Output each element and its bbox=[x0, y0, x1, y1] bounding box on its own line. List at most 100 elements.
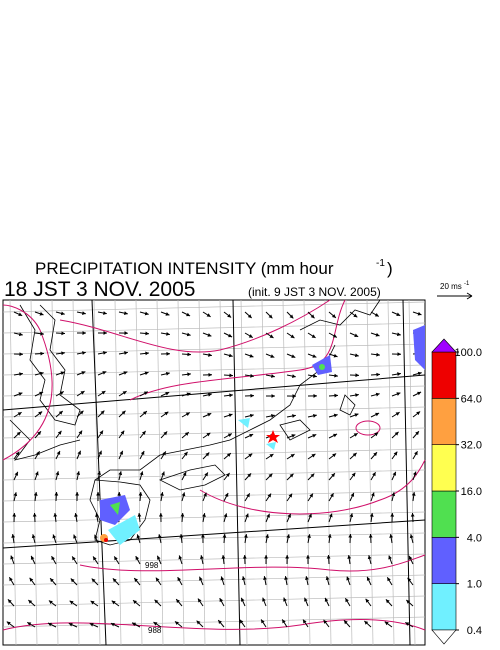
init-time: (init. 9 JST 3 NOV. 2005) bbox=[248, 285, 381, 299]
wind-arrow-head bbox=[268, 473, 273, 478]
wind-arrow-head bbox=[178, 555, 183, 560]
wind-arrow-head bbox=[390, 513, 395, 517]
wind-arrow-head bbox=[144, 311, 149, 316]
wind-arrow-head bbox=[222, 534, 227, 538]
title-end: ) bbox=[387, 259, 393, 278]
wind-arrow-head bbox=[416, 411, 421, 416]
wind-arrow-head bbox=[372, 472, 376, 477]
wind-arrow-head bbox=[373, 452, 377, 457]
wind-arrow-head bbox=[158, 513, 163, 517]
wind-arrow-head bbox=[186, 392, 191, 397]
wind-arrow-head bbox=[18, 332, 23, 337]
wind-arrow-head bbox=[375, 392, 380, 397]
wind-arrow-head bbox=[102, 351, 107, 355]
wind-arrow-head bbox=[353, 433, 358, 437]
wind-arrow-head bbox=[323, 619, 328, 624]
wind-arrow-head bbox=[206, 313, 211, 317]
wind-arrow-head bbox=[289, 314, 294, 319]
wind-arrow-head bbox=[368, 534, 373, 538]
wind-arrow-head bbox=[331, 314, 336, 318]
wind-arrow-head bbox=[250, 393, 254, 398]
wind-arrow-head bbox=[352, 452, 357, 457]
wind-arrow-head bbox=[203, 492, 207, 497]
grid-line bbox=[2, 574, 426, 586]
grid-line bbox=[2, 427, 426, 439]
wind-arrow-head bbox=[102, 371, 107, 375]
wind-arrow-head bbox=[93, 556, 97, 561]
wind-arrow-head bbox=[304, 597, 308, 602]
wind-arrow-head bbox=[371, 492, 375, 497]
wind-arrow-head bbox=[39, 311, 44, 316]
wind-arrow-head bbox=[166, 331, 170, 336]
wind-arrow-head bbox=[54, 492, 59, 496]
wind-arrow-head bbox=[333, 413, 338, 418]
wind-arrow-head bbox=[290, 334, 295, 339]
wind-arrow-head bbox=[227, 433, 232, 437]
isobar bbox=[2, 299, 426, 631]
grid-line bbox=[2, 301, 426, 313]
wind-arrow-head bbox=[114, 556, 118, 561]
wind-arrow-head bbox=[6, 621, 11, 626]
wind-arrow-head bbox=[310, 473, 315, 478]
grid-line bbox=[2, 385, 426, 397]
wind-arrow-head bbox=[263, 576, 267, 580]
wind-arrow-head bbox=[37, 431, 41, 436]
wind-arrow-head bbox=[239, 619, 244, 624]
wind-arrow-head bbox=[375, 332, 380, 337]
wind-arrow-head bbox=[123, 311, 128, 316]
wind-arrow-head bbox=[82, 331, 86, 335]
grid-line bbox=[2, 469, 426, 481]
wind-arrow-head bbox=[396, 332, 401, 337]
grid-line bbox=[387, 299, 395, 646]
wind-arrow-head bbox=[137, 513, 142, 517]
grid-line bbox=[72, 299, 80, 646]
wind-arrow-head bbox=[364, 620, 369, 625]
wind-arrow-head bbox=[290, 454, 295, 458]
wind-arrow-head bbox=[229, 373, 233, 378]
wind-arrow-head bbox=[165, 391, 170, 396]
wind-arrow-head bbox=[229, 393, 233, 398]
wind-arrow-head bbox=[374, 432, 379, 437]
colorbar-segment bbox=[431, 490, 457, 538]
wind-arrow-head bbox=[13, 492, 18, 497]
wind-arrow-head bbox=[241, 576, 246, 581]
grid-line bbox=[240, 299, 248, 646]
wind-arrow-head bbox=[312, 413, 317, 418]
wind-arrow-head bbox=[410, 513, 415, 517]
colorbar-segment bbox=[431, 583, 457, 631]
wind-arrow-head bbox=[123, 371, 128, 375]
wind-arrow-head bbox=[186, 332, 191, 337]
wind-arrow-head bbox=[19, 372, 23, 376]
wind-arrow-head bbox=[325, 576, 330, 581]
wind-arrow-head bbox=[353, 313, 358, 318]
wind-arrow-head bbox=[354, 333, 359, 338]
wind-arrow-head bbox=[261, 619, 265, 624]
wind-arrow-head bbox=[247, 314, 252, 319]
colorbar-label: 16.0 bbox=[461, 486, 482, 498]
wind-arrow-head bbox=[153, 622, 158, 626]
precipitation bbox=[100, 325, 425, 545]
wind-arrow-head bbox=[332, 334, 337, 338]
wind-arrow-head bbox=[199, 555, 204, 560]
wind-arrow-head bbox=[207, 392, 212, 397]
wind-arrow-head bbox=[77, 450, 81, 455]
wind-arrow-head bbox=[68, 623, 73, 627]
wind-arrow-head bbox=[365, 598, 370, 603]
wind-arrow-head bbox=[367, 555, 372, 560]
colorbar-under bbox=[431, 629, 457, 645]
grid-line bbox=[2, 364, 426, 376]
wind-arrow-head bbox=[207, 413, 212, 417]
wind-arrow-head bbox=[412, 471, 417, 476]
wind-arrow-head bbox=[388, 555, 392, 560]
wind-arrow-head bbox=[60, 311, 65, 316]
wind-arrow-head bbox=[75, 492, 80, 496]
grid-line bbox=[30, 299, 38, 646]
wind-field bbox=[6, 311, 423, 628]
wind-arrow-head bbox=[271, 414, 275, 418]
grid-line bbox=[198, 299, 206, 646]
grid-line bbox=[366, 299, 374, 646]
colorbar-segment bbox=[431, 537, 457, 584]
wind-arrow-head bbox=[292, 414, 296, 418]
wind-arrow-head bbox=[411, 492, 416, 496]
wind-arrow-head bbox=[9, 577, 13, 582]
